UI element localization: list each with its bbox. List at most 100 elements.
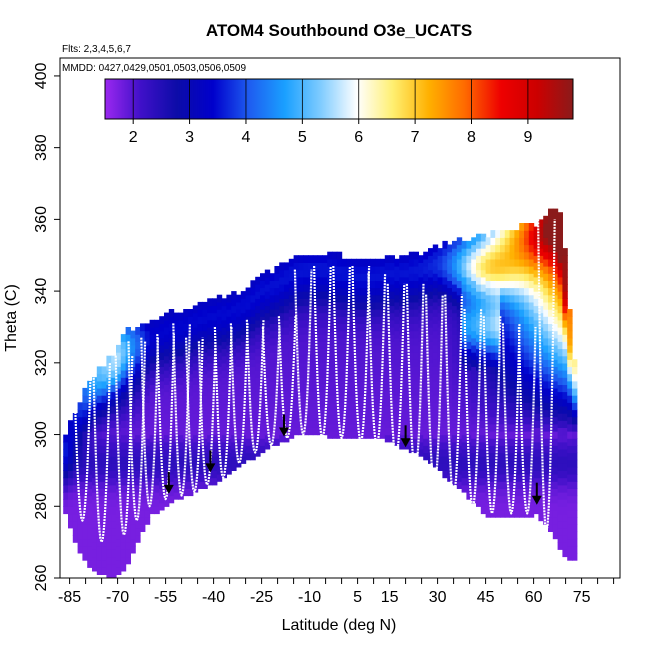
field-cell bbox=[533, 291, 539, 299]
field-cell bbox=[159, 352, 165, 360]
colorbar-tick-label: 9 bbox=[523, 129, 532, 146]
field-cell bbox=[140, 517, 146, 525]
field-cell bbox=[96, 423, 103, 432]
field-cell bbox=[504, 387, 511, 396]
field-cell bbox=[202, 373, 208, 382]
field-cell bbox=[356, 294, 362, 303]
field-cell bbox=[332, 380, 338, 389]
field-cell bbox=[476, 283, 482, 292]
field-cell bbox=[154, 491, 160, 500]
field-cell bbox=[255, 348, 261, 357]
field-cell bbox=[480, 499, 487, 507]
field-cell bbox=[423, 330, 429, 339]
field-cell bbox=[183, 402, 189, 411]
field-cell bbox=[303, 255, 309, 263]
field-cell bbox=[260, 280, 266, 289]
field-cell bbox=[562, 377, 568, 385]
field-cell bbox=[120, 348, 127, 357]
field-cell bbox=[485, 373, 491, 382]
field-cell bbox=[130, 502, 136, 511]
field-cell bbox=[240, 384, 247, 393]
field-cell bbox=[336, 280, 343, 289]
field-cell bbox=[144, 509, 151, 518]
field-cell bbox=[428, 448, 434, 457]
field-cell bbox=[447, 474, 453, 482]
field-cell bbox=[447, 352, 453, 360]
field-cell bbox=[404, 362, 410, 371]
field-cell bbox=[327, 266, 333, 274]
field-cell bbox=[418, 441, 424, 450]
field-cell bbox=[288, 352, 295, 360]
field-cell bbox=[418, 262, 424, 271]
field-cell bbox=[120, 434, 127, 443]
field-cell bbox=[236, 366, 242, 375]
field-cell bbox=[528, 359, 535, 367]
field-cell bbox=[528, 280, 535, 289]
field-cell bbox=[216, 366, 223, 375]
field-cell bbox=[293, 355, 299, 364]
field-cell bbox=[466, 312, 472, 321]
field-cell bbox=[389, 377, 395, 385]
field-cell bbox=[192, 334, 199, 342]
field-cell bbox=[370, 344, 376, 353]
field-cell bbox=[519, 287, 525, 296]
field-cell bbox=[567, 359, 573, 367]
field-cell bbox=[96, 509, 103, 518]
field-cell bbox=[562, 470, 568, 479]
field-cell bbox=[404, 276, 410, 285]
field-cell bbox=[250, 387, 256, 396]
field-cell bbox=[274, 266, 280, 274]
field-cell bbox=[519, 344, 525, 353]
field-cell bbox=[375, 359, 381, 367]
field-cell bbox=[572, 380, 578, 389]
field-cell bbox=[428, 434, 434, 443]
field-cell bbox=[255, 413, 261, 421]
field-cell bbox=[111, 377, 117, 385]
field-cell bbox=[68, 513, 74, 522]
field-cell bbox=[500, 273, 506, 281]
field-cell bbox=[461, 420, 467, 428]
field-cell bbox=[485, 258, 491, 267]
field-cell bbox=[226, 438, 232, 446]
field-cell bbox=[298, 327, 304, 335]
field-cell bbox=[332, 266, 338, 274]
field-cell bbox=[351, 416, 357, 425]
field-cell bbox=[447, 380, 453, 389]
field-cell bbox=[322, 327, 328, 335]
field-cell bbox=[87, 452, 93, 461]
field-cell bbox=[480, 233, 487, 242]
field-cell bbox=[303, 269, 309, 278]
field-cell bbox=[188, 459, 194, 468]
field-cell bbox=[394, 380, 400, 389]
field-cell bbox=[144, 366, 151, 375]
field-cell bbox=[269, 287, 275, 296]
field-cell bbox=[284, 305, 290, 314]
field-cell bbox=[101, 545, 107, 554]
field-cell bbox=[332, 416, 338, 425]
field-cell bbox=[456, 266, 463, 274]
field-cell bbox=[188, 395, 194, 403]
field-cell bbox=[524, 237, 530, 246]
field-cell bbox=[408, 395, 415, 403]
field-cell bbox=[82, 466, 88, 475]
field-cell bbox=[552, 431, 559, 439]
field-cell bbox=[500, 481, 506, 489]
field-cell bbox=[524, 280, 530, 289]
field-cell bbox=[216, 330, 223, 339]
field-cell bbox=[528, 416, 535, 425]
field-cell bbox=[557, 448, 563, 457]
field-cell bbox=[562, 269, 568, 278]
field-cell bbox=[567, 366, 573, 375]
field-cell bbox=[524, 431, 530, 439]
field-cell bbox=[159, 423, 165, 432]
field-cell bbox=[87, 552, 93, 561]
field-cell bbox=[197, 459, 203, 468]
field-cell bbox=[332, 373, 338, 382]
field-cell bbox=[567, 373, 573, 382]
field-cell bbox=[96, 380, 103, 389]
field-cell bbox=[288, 380, 295, 389]
field-cell bbox=[509, 445, 515, 454]
field-cell bbox=[288, 294, 295, 303]
field-cell bbox=[389, 370, 395, 378]
field-cell bbox=[418, 305, 424, 314]
